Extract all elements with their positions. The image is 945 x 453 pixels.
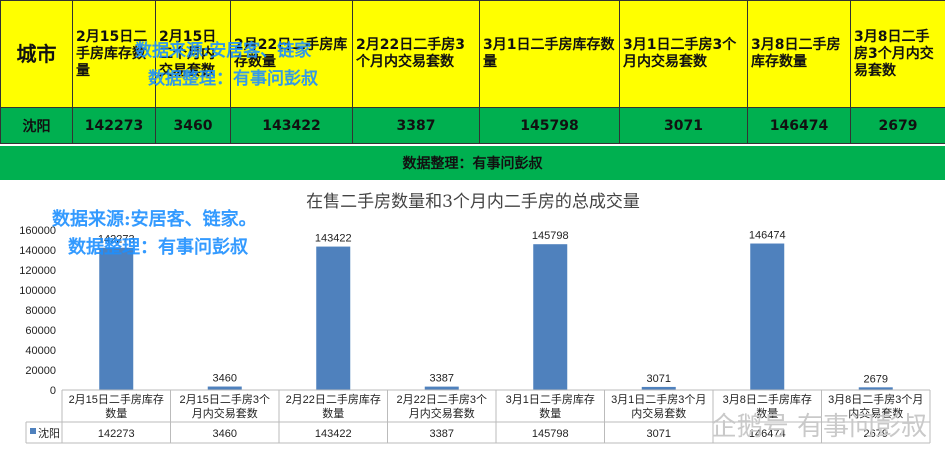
bar [641, 386, 676, 390]
bar [858, 387, 893, 390]
organizer-band: 数据整理：有事问彭叔 [0, 146, 945, 181]
chart-source-watermark: 数据来源:安居客、链家。 [52, 209, 257, 230]
platform-watermark: 企鹅号 有事问彭叔 [710, 412, 927, 442]
value-cell: 3071 [619, 107, 748, 144]
table-value-label: 143422 [315, 428, 352, 440]
header-cell: 2月15日二个月内交易套数 [155, 0, 231, 108]
bar-value-label: 3387 [430, 373, 454, 385]
y-tick-label: 0 [50, 385, 56, 397]
table-value-label: 3460 [213, 428, 237, 440]
y-tick-label: 40000 [25, 345, 56, 357]
x-tick-label: 3月1日二手房3个月 [611, 392, 706, 406]
bar-value-label: 146474 [749, 230, 786, 242]
bar [316, 246, 351, 390]
x-tick-label: 数量 [539, 407, 561, 420]
x-tick-label: 数量 [322, 407, 344, 420]
legend-swatch [30, 428, 36, 434]
x-tick-label: 3月8日二手房库存 [723, 392, 812, 406]
header-cell: 3月8日二手房3个月内交易套数 [850, 0, 945, 108]
value-cell: 145798 [479, 107, 620, 144]
y-tick-label: 20000 [25, 365, 56, 377]
value-cell: 146474 [747, 107, 851, 144]
bar-chart: 在售二手房数量和3个月内二手房的总成交量 0 20000 40000 60000 8000… [19, 192, 931, 444]
city-cell: 沈阳 [0, 107, 73, 144]
x-tick-label: 月内交易套数 [192, 406, 258, 420]
bar [207, 386, 242, 390]
bar [99, 247, 134, 390]
table-value-label: 3387 [430, 428, 454, 440]
city-header: 城市 [0, 0, 73, 108]
table-value-label: 145798 [532, 428, 569, 440]
table-value-label: 2679 [864, 428, 888, 440]
bar [533, 244, 568, 390]
chart-title: 在售二手房数量和3个月内二手房的总成交量 [306, 192, 640, 212]
x-tick-label: 数量 [756, 407, 778, 420]
x-tick-label: 2月22日二手房3个 [397, 392, 487, 406]
x-tick-label: 2月22日二手房库存 [286, 392, 381, 406]
organizer-watermark: 数据整理：有事问彭叔 [148, 69, 318, 89]
y-tick-label: 120000 [19, 265, 56, 277]
table-value-label: 146474 [749, 428, 786, 440]
x-tick-label: 内交易套数 [631, 406, 686, 420]
value-cell: 3387 [352, 107, 480, 144]
header-cell: 3月1日二手房3个月内交易套数 [619, 0, 748, 108]
x-tick-label: 数量 [105, 407, 127, 420]
source-watermark: 数据来源:安居客、链家 [135, 41, 312, 61]
y-tick-label: 140000 [19, 245, 56, 257]
header-cell: 2月22日二手房3个月内交易套数 [352, 0, 480, 108]
value-cell: 3460 [155, 107, 231, 144]
legend-series-label: 沈阳 [38, 426, 60, 440]
x-tick-label: 3月8日二手房3个月 [828, 392, 923, 406]
table-value-label: 3071 [647, 428, 671, 440]
bar-value-label: 3071 [647, 373, 671, 385]
value-cell: 142273 [72, 107, 156, 144]
bar-value-label: 143422 [315, 233, 352, 245]
header-cell: 3月8日二手房库存数量 [747, 0, 851, 108]
y-tick-label: 160000 [19, 225, 56, 237]
value-cell: 2679 [850, 107, 945, 144]
x-tick-label: 2月15日二手房3个 [180, 392, 270, 406]
value-cell: 143422 [230, 107, 353, 144]
x-tick-label: 内交易套数 [848, 406, 903, 420]
header-row: 城市 2月15日二手房库存数量 2月15日二个月内交易套数 2月22日二手房库存… [0, 0, 945, 108]
x-tick-label: 2月15日二手房库存 [69, 392, 164, 406]
y-tick-label: 80000 [25, 305, 56, 317]
table-value-label: 142273 [98, 428, 135, 440]
bar [750, 243, 785, 390]
x-tick-label: 月内交易套数 [409, 406, 475, 420]
bar [424, 386, 459, 390]
header-cell: 3月1日二手房库存数量 [479, 0, 620, 108]
chart-organizer-watermark: 数据整理：有事问彭叔 [68, 237, 248, 258]
bar-value-label: 2679 [864, 373, 888, 385]
y-tick-label: 100000 [19, 285, 56, 297]
data-table: 城市 2月15日二手房库存数量 2月15日二个月内交易套数 2月22日二手房库存… [0, 0, 945, 144]
bar-value-label: 142273 [98, 234, 135, 246]
bar-value-label: 145798 [532, 230, 569, 242]
data-row: 沈阳 142273 3460 143422 3387 145798 3071 1… [0, 107, 945, 144]
header-cell: 2月22日二手房库存数量 [230, 0, 353, 108]
x-tick-label: 3月1日二手房库存 [506, 392, 595, 406]
y-tick-label: 60000 [25, 325, 56, 337]
bar-value-label: 3460 [213, 373, 237, 385]
